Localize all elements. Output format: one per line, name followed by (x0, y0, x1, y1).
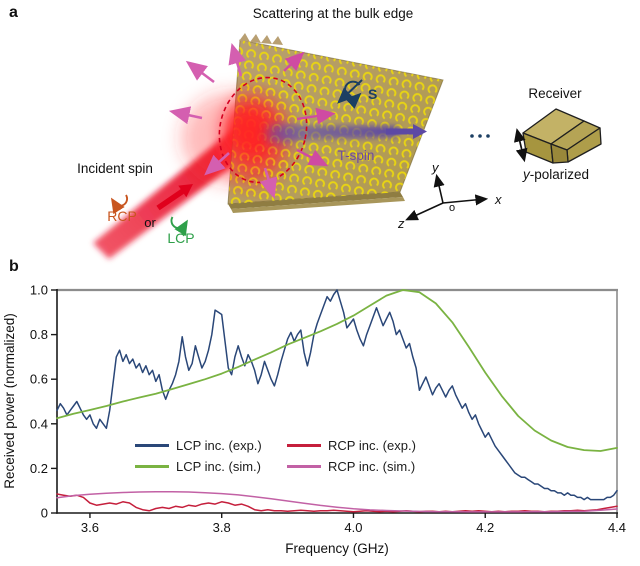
z-axis-arrow (405, 202, 444, 221)
series-line-2 (56, 493, 618, 513)
incident-direction-arrow (156, 184, 193, 211)
receiver-label: Receiver (528, 86, 582, 101)
origin-label: o (449, 202, 455, 214)
legend-label-rcp-exp: RCP inc. (exp.) (328, 438, 416, 453)
y-tick-label: 0.2 (30, 461, 48, 476)
y-tick-label: 0.6 (30, 372, 48, 387)
scatter-arrow-up (228, 43, 247, 77)
slab-stacked-layer (228, 192, 403, 209)
y-polarized-rest: -polarized (530, 167, 589, 182)
series-line-1 (56, 289, 618, 452)
x-tick-label: 3.6 (81, 520, 99, 535)
legend-label-lcp-exp: LCP inc. (exp.) (176, 438, 262, 453)
plot-frame (56, 288, 618, 514)
y-polarized-label: y-polarized (522, 167, 589, 182)
rcp-label: RCP (107, 208, 137, 224)
chart-canvas: 3.6 3.8 4.0 4.2 4.4 0 0.2 0.4 0.6 0.8 1.0 Frequen… (2, 283, 626, 557)
or-label: or (144, 215, 156, 230)
x-axis-title: Frequency (GHz) (285, 541, 389, 556)
scatter-arrow-downleft (204, 152, 230, 176)
x-tick-label: 4.4 (608, 520, 626, 535)
legend-swatch-lcp-sim (135, 465, 169, 468)
slab-stacked-layer (231, 197, 405, 213)
legend-item-rcp-exp: RCP inc. (exp.) (287, 438, 416, 453)
t-spin-label: T-spin (338, 148, 375, 163)
scattered-wave-arrows (168, 43, 278, 199)
x-tick-label: 3.8 (213, 520, 231, 535)
transverse-spin-arrow (386, 124, 427, 139)
legend-item-lcp-exp: LCP inc. (exp.) (135, 438, 262, 453)
axis-z-label: z (397, 216, 405, 231)
x-axis-arrow (442, 194, 489, 206)
axis-x-label: x (494, 192, 502, 207)
incident-spin-label: Incident spin (77, 161, 153, 176)
legend-swatch-rcp-exp (287, 444, 321, 447)
spin-blob (266, 125, 298, 143)
legend-label-rcp-sim: RCP inc. (sim.) (328, 459, 416, 474)
lcp-spin-arrow (170, 216, 188, 237)
s-spin-icon: S (337, 79, 377, 109)
y-tick-label: 0.8 (30, 327, 48, 342)
legend-item-lcp-sim: LCP inc. (sim.) (135, 459, 261, 474)
y-ticks: 0 0.2 0.4 0.6 0.8 1.0 (30, 283, 57, 521)
scattering-dashed-circle (218, 76, 308, 184)
scatter-arrow-down (259, 167, 278, 199)
spin-axis-arrow (337, 79, 363, 104)
legend-swatch-lcp-exp (135, 444, 169, 447)
y-axis-title: Received power (normalized) (2, 313, 17, 489)
panel-a-title: Scattering at the bulk edge (253, 6, 414, 21)
y-tick-label: 1.0 (30, 283, 48, 298)
slab-arrow-right (296, 107, 336, 125)
bulk-edge-scattering-illustration: Scattering at the bulk edge (77, 6, 602, 259)
y-polarized-italic-y: y (522, 167, 531, 182)
panel-a-label: a (9, 4, 18, 21)
polarization-double-arrow (513, 128, 528, 163)
legend-item-rcp-sim: RCP inc. (sim.) (287, 459, 415, 474)
x-tick-label: 4.0 (344, 520, 362, 535)
legend-swatch-rcp-sim (287, 465, 321, 468)
s-label: S (368, 86, 377, 102)
receiver-horn (522, 108, 602, 164)
on-slab-arrows (283, 51, 336, 167)
slab-arrow-upright (283, 51, 305, 72)
series-lines (56, 289, 618, 513)
metamaterial-slab (181, 33, 444, 213)
ellipsis-dots (470, 134, 490, 138)
lcp-label: LCP (167, 230, 194, 246)
received-power-chart: 3.6 3.8 4.0 4.2 4.4 0 0.2 0.4 0.6 0.8 1.0 Frequen… (0, 266, 640, 566)
axis-y-label: y (431, 160, 440, 175)
scatter-arrow-upleft (185, 60, 215, 84)
series-line-0 (56, 289, 618, 501)
series-line-3 (56, 491, 618, 513)
y-tick-label: 0 (41, 506, 48, 521)
y-tick-label: 0.4 (30, 416, 48, 431)
scatter-arrow-left (168, 106, 203, 125)
slab-arrow-downright (296, 148, 329, 167)
legend-label-lcp-sim: LCP inc. (sim.) (176, 459, 261, 474)
y-axis-arrow (433, 173, 445, 204)
rcp-spin-arrow (110, 194, 129, 215)
x-ticks: 3.6 3.8 4.0 4.2 4.4 (81, 513, 626, 535)
x-tick-label: 4.2 (476, 520, 494, 535)
panel-b-label: b (9, 258, 19, 275)
coordinate-axes (405, 173, 489, 221)
